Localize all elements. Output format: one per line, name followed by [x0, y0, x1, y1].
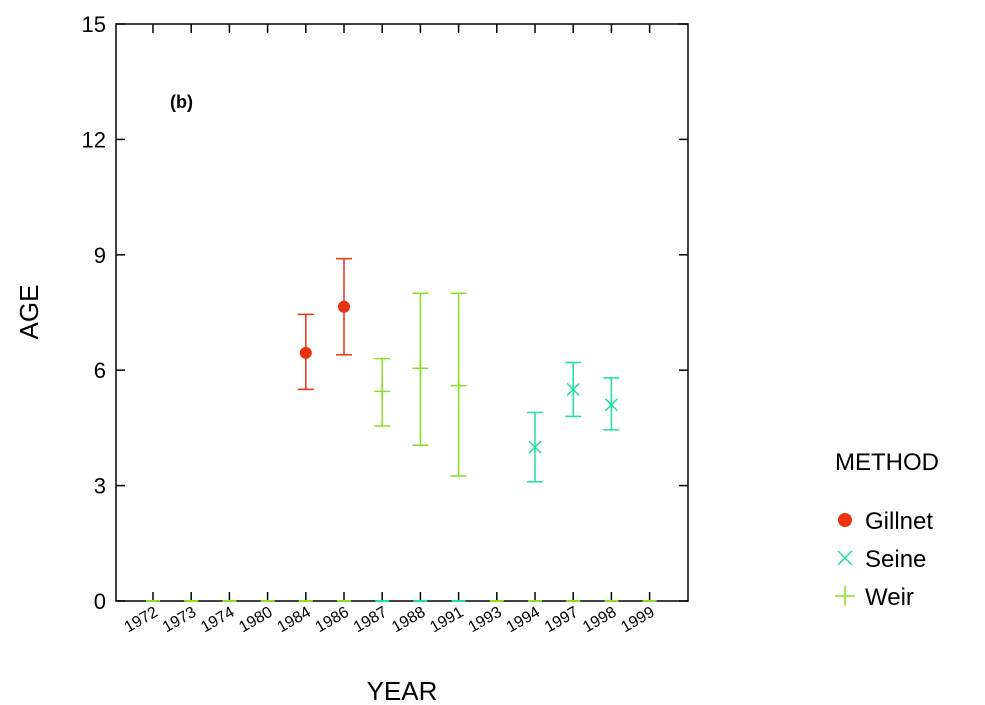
legend-title: METHOD — [835, 449, 939, 476]
x-tick-label: 1998 — [580, 604, 619, 637]
legend-item-gillnet: Gillnet — [838, 508, 933, 535]
y-axis-title: AGE — [14, 285, 44, 340]
y-tick-label: 15 — [82, 12, 106, 37]
marker-circle — [338, 300, 350, 313]
x-axis-title: YEAR — [367, 676, 438, 705]
legend: METHOD Gillnet Seine Weir — [835, 449, 939, 611]
x-tick-label: 1984 — [274, 604, 313, 637]
legend-label: Seine — [865, 546, 926, 573]
legend-label: Gillnet — [865, 508, 933, 535]
data-point-gillnet — [336, 257, 352, 356]
x-axis: 1972197319741980198419861987198819911993… — [122, 24, 658, 636]
y-tick-label: 0 — [94, 589, 106, 614]
x-tick-label: 1988 — [389, 604, 428, 637]
x-tick-label: 1972 — [122, 604, 161, 637]
legend-item-seine: Seine — [837, 546, 926, 573]
panel-label: (b) — [170, 92, 193, 112]
y-tick-label: 3 — [94, 474, 106, 499]
plot-frame — [115, 23, 689, 602]
data-point-weir — [374, 357, 391, 427]
x-tick-label: 1993 — [465, 604, 504, 637]
x-tick-label: 1973 — [160, 604, 199, 637]
data-point-seine — [565, 361, 582, 418]
y-tick-label: 6 — [94, 358, 106, 383]
x-tick-label: 1974 — [198, 604, 237, 637]
x-tick-label: 1994 — [504, 604, 543, 637]
data-point-gillnet — [297, 313, 314, 391]
marker-circle — [299, 346, 312, 359]
y-tick-label: 12 — [82, 127, 106, 152]
legend-label: Weir — [865, 584, 914, 611]
x-tick-label: 1987 — [351, 604, 390, 637]
x-tick-label: 1999 — [618, 604, 657, 637]
legend-item-weir: Weir — [835, 584, 914, 611]
x-tick-label: 1991 — [427, 604, 466, 637]
marker-x — [566, 382, 580, 396]
series-layer — [297, 257, 620, 483]
x-tick-label: 1986 — [313, 604, 352, 637]
marker-x — [528, 440, 542, 454]
data-point-seine — [603, 377, 620, 431]
y-axis: 0 3 6 9 12 15 — [82, 12, 688, 614]
x-tick-label: 1980 — [236, 604, 275, 637]
legend-marker-x — [837, 550, 853, 566]
data-point-weir — [450, 292, 467, 477]
x-tick-label: 1997 — [542, 604, 581, 637]
data-point-seine — [527, 411, 543, 483]
legend-marker-circle — [838, 513, 852, 527]
marker-x — [604, 398, 618, 412]
y-tick-label: 9 — [94, 243, 106, 268]
data-point-weir — [412, 292, 429, 446]
